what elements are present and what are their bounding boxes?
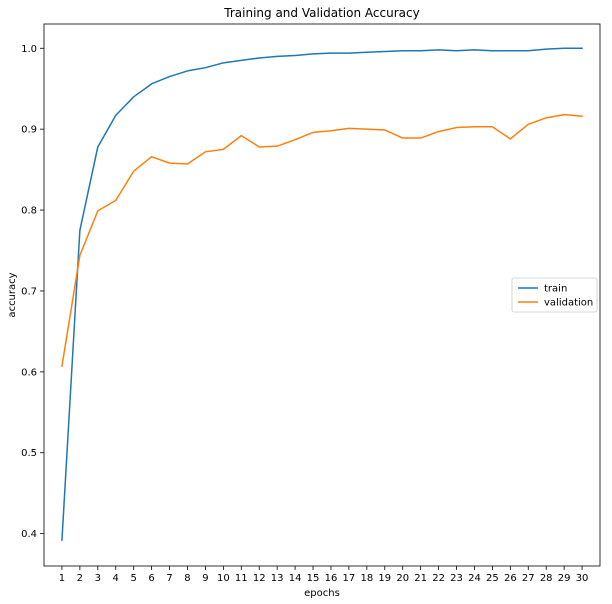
x-tick-label: 16 [325,573,338,584]
series-line-train [61,47,583,541]
x-tick-label: 28 [540,573,553,584]
x-tick-label: 2 [77,573,83,584]
x-tick-label: 14 [289,573,302,584]
y-tick-label: 0.5 [21,448,37,459]
x-tick-label: 6 [148,573,154,584]
x-tick-label: 22 [432,573,445,584]
y-tick-label: 1.0 [21,44,37,55]
x-tick-label: 25 [486,573,499,584]
x-tick-label: 24 [468,573,481,584]
x-tick-label: 13 [271,573,284,584]
y-axis-label: accuracy [7,272,18,317]
y-tick-label: 0.6 [21,367,37,378]
x-tick-label: 10 [217,573,230,584]
x-tick-label: 12 [253,573,266,584]
x-tick-label: 9 [202,573,208,584]
x-tick-label: 8 [184,573,190,584]
x-tick-label: 21 [414,573,427,584]
x-tick-label: 5 [130,573,136,584]
plot-frame [43,23,601,567]
x-tick-label: 30 [576,573,589,584]
legend-label-validation: validation [544,298,593,309]
y-tick-label: 0.4 [21,529,37,540]
x-tick-label: 19 [378,573,391,584]
x-tick-label: 3 [95,573,101,584]
legend-box [511,277,598,313]
chart-title: Training and Validation Accuracy [223,6,419,20]
legend: train validation [511,277,598,313]
x-axis-ticks: 1 2 3 4 5 6 7 8 9 10 11 12 13 14 15 16 17 18 19 20 21 22 23 24 2… [59,566,589,584]
x-tick-label: 27 [522,573,535,584]
x-tick-label: 15 [307,573,320,584]
x-tick-label: 26 [504,573,517,584]
x-tick-label: 17 [343,573,356,584]
series-layer [61,47,583,541]
x-tick-label: 18 [360,573,373,584]
legend-label-train: train [544,284,567,295]
y-tick-label: 0.9 [21,125,37,136]
x-tick-label: 7 [166,573,172,584]
x-tick-label: 20 [396,573,409,584]
series-line-validation [61,113,583,368]
y-tick-label: 0.8 [21,206,37,217]
y-axis-ticks: 0.4 0.5 0.6 0.7 0.8 0.9 1.0 [21,44,44,540]
x-tick-label: 29 [558,573,571,584]
x-tick-label: 11 [235,573,248,584]
x-tick-label: 23 [450,573,463,584]
x-tick-label: 1 [59,573,65,584]
x-axis-label: epochs [304,588,340,599]
x-tick-label: 4 [113,573,119,584]
y-tick-label: 0.7 [21,286,37,297]
